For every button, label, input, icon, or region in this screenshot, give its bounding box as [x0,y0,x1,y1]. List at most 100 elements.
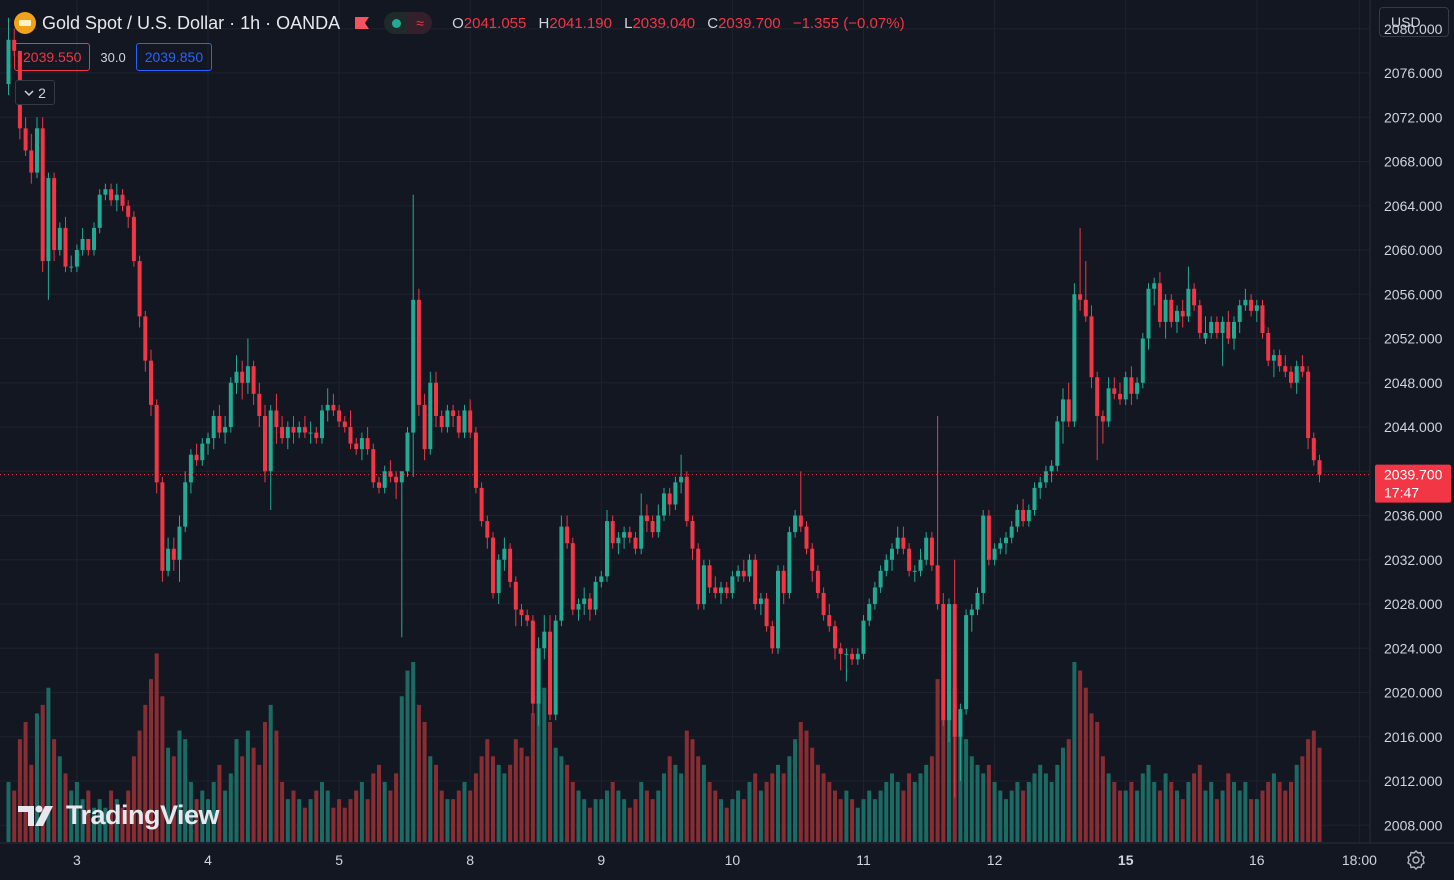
volume-bar [1311,730,1316,842]
volume-bar [377,764,381,842]
volume-bar [707,782,712,842]
indicators-collapse-button[interactable]: 2 [15,80,55,105]
data-delay-icon[interactable]: ≈ [408,12,433,34]
volume-bar [1300,756,1305,842]
candle-body [1123,377,1128,400]
volume-bar [1100,756,1105,842]
volume-bar [1118,790,1122,842]
market-open-icon[interactable] [384,12,409,34]
candle-body [707,565,712,588]
candle-body [1152,283,1157,289]
candle-body [1061,399,1065,422]
volume-bar [445,799,450,842]
price-axis[interactable]: 2080.000 2076.000 2072.000 2068.000 2064.000… [1384,21,1443,834]
price-tick-label: 2076.000 [1384,65,1443,81]
gold-bar-icon[interactable] [14,12,36,34]
volume-bar [240,756,245,842]
volume-bar [451,799,456,842]
price-tick-label: 2080.000 [1384,21,1443,37]
candle-body [1026,510,1031,522]
candle-body [131,216,136,262]
candle-body [872,587,877,605]
candle-body [969,609,974,616]
volume-bar [348,799,353,842]
volume-bar [223,790,228,842]
volume-bar [530,713,535,842]
currency-selector[interactable]: USD [1379,7,1449,37]
volume-bar [245,730,250,842]
candle-body [1135,382,1140,394]
volume-bar [622,799,627,842]
chevron-down-icon [24,89,34,96]
volume-bar [411,662,416,842]
candle-body [462,410,467,433]
volume-bar [644,790,649,842]
candle-body [1055,421,1060,466]
volume-bar [730,799,735,842]
candle-body [1271,355,1276,361]
candle-body [1317,460,1322,475]
volume-bar [422,722,427,842]
candle-body [1289,371,1293,383]
change-value: −1.355 (−0.07%) [792,14,905,32]
volume-bar [1243,782,1248,842]
candle-body [673,482,678,505]
candle-body [958,709,963,737]
volume-bar [804,730,809,842]
candle-body [855,653,860,660]
candle-body [1066,399,1071,422]
volume-bar [80,799,85,842]
candle-body [701,565,706,605]
candle-body [764,598,769,627]
volume-bar [929,756,934,842]
candle-body [1203,332,1208,339]
volume-bar [719,799,723,842]
volume-bar [798,722,803,842]
candle-body [114,194,119,201]
candle-body [895,537,900,549]
candle-body [154,404,159,483]
candle-body [1237,305,1242,322]
sell-price-button[interactable]: 2039.550 [14,43,91,71]
time-axis[interactable]: 3 4 5 8 9 10 11 12 15 16 18:00 [73,852,1377,868]
volume-bar [502,773,507,842]
volume-bar [456,790,461,842]
candle-body [177,526,182,560]
candle-body [422,404,427,450]
candle-body [690,521,695,549]
tradingview-watermark: TradingView [18,800,220,831]
volume-bar [154,653,159,842]
candle-body [234,371,239,383]
candle-body [838,648,843,654]
candle-body [52,178,57,251]
symbol-title[interactable]: Gold Spot / U.S. Dollar · 1h · OANDA [42,12,341,33]
candle-body [23,128,28,151]
volume-bar [998,790,1003,842]
volume-bar [86,790,91,842]
volume-bar [274,730,279,842]
gear-icon[interactable] [1405,849,1427,871]
volume-bar [1078,670,1083,842]
flag-icon[interactable] [354,16,370,30]
candle-body [1220,321,1225,333]
candle-body [405,432,410,472]
volume-bar [508,764,513,842]
volume-bar [1277,782,1282,842]
candle-body [211,415,216,439]
volume-bar [582,799,587,842]
volume-bar [912,782,917,842]
buy-price-button[interactable]: 2039.850 [135,43,213,71]
candle-body [285,427,290,439]
price-tick-label: 2028.000 [1384,596,1443,612]
candle-body [1226,321,1231,339]
price-tick-label: 2016.000 [1384,729,1443,745]
volume-bar [1146,764,1151,842]
price-tick-label: 2064.000 [1384,198,1443,214]
candle-body [519,609,524,616]
market-status-toggle[interactable]: ≈ [384,12,433,34]
candle-body [833,626,837,649]
volume-bar [964,739,969,842]
volume-bar [1203,790,1208,842]
low-value: 2039.040 [632,14,696,32]
